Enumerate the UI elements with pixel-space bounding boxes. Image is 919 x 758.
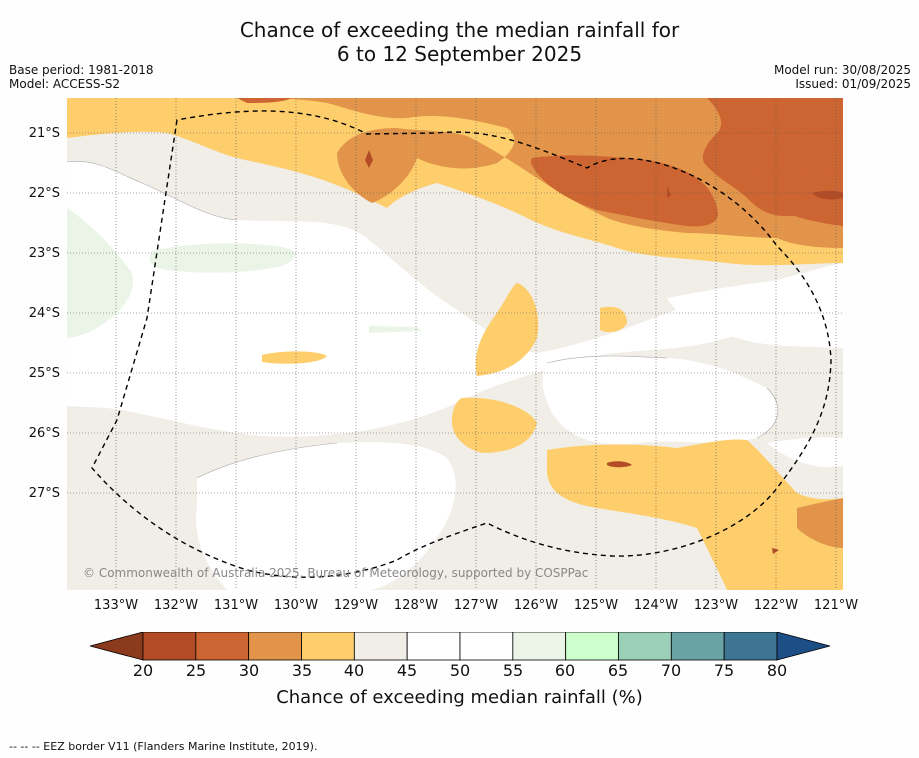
lat-label-26s: 26°S: [28, 426, 60, 441]
region-20-25-spot-4: [772, 548, 779, 554]
cb-tick-70: 70: [660, 661, 682, 680]
region-25-30-north: [427, 98, 843, 216]
cb-tick-75: 75: [713, 661, 735, 680]
lat-label-25s: 25°S: [28, 366, 60, 381]
colorbar-cell: [512, 632, 567, 661]
colorbar-cell: [195, 632, 250, 661]
region-30-35-se: [797, 498, 843, 548]
colorbar-cell: [618, 632, 672, 661]
colorbar-cell: [248, 632, 302, 661]
colorbar: [90, 632, 830, 661]
lon-label-132w: 132°W: [153, 598, 199, 613]
region-20-25-spot-3: [607, 461, 632, 468]
lon-label-129w: 129°W: [333, 598, 379, 613]
rainfall-map: © Commonwealth of Australia 2025, Bureau…: [67, 98, 843, 590]
region-25-30-east: [755, 168, 843, 226]
colorbar-cell: [670, 632, 725, 661]
lat-label-27s: 27°S: [28, 486, 60, 501]
contour-lines: [67, 161, 779, 479]
chart-title: Chance of exceeding the median rainfall …: [0, 18, 919, 66]
cb-tick-45: 45: [396, 661, 418, 680]
model-run: Model run: 30/08/2025: [773, 63, 911, 77]
meta-left: Base period: 1981-2018 Model: ACCESS-S2: [9, 63, 154, 91]
eez-border: [91, 110, 832, 578]
graticule: [67, 98, 843, 590]
lon-label-128w: 128°W: [393, 598, 439, 613]
eez-footer-note: -- -- -- EEZ border V11 (Flanders Marine…: [9, 740, 318, 753]
region-35-40-blob-2: [475, 283, 539, 376]
lon-label-124w: 124°W: [633, 598, 679, 613]
lon-label-123w: 123°W: [693, 598, 739, 613]
region-25-30-central: [530, 155, 718, 227]
region-20-25-spot-2: [365, 150, 373, 168]
colorbar-extend-high: [776, 632, 830, 661]
base-period: Base period: 1981-2018: [9, 63, 154, 77]
cb-tick-20: 20: [132, 661, 154, 680]
lat-label-21s: 21°S: [28, 126, 60, 141]
title-line-2: 6 to 12 September 2025: [336, 42, 583, 66]
title-line-1: Chance of exceeding the median rainfall …: [239, 18, 680, 42]
lat-label-23s: 23°S: [28, 246, 60, 261]
issued-date: Issued: 01/09/2025: [795, 77, 911, 91]
lon-label-130w: 130°W: [273, 598, 319, 613]
region-55-60-band: [149, 243, 296, 273]
region-35-40-blob-1: [262, 351, 327, 364]
lon-label-122w: 122°W: [753, 598, 799, 613]
region-45-55-se: [767, 437, 843, 468]
cb-tick-25: 25: [185, 661, 207, 680]
colorbar-cell: [301, 632, 355, 661]
lon-label-131w: 131°W: [213, 598, 259, 613]
colorbar-label: Chance of exceeding median rainfall (%): [276, 687, 643, 708]
region-55-60-spot: [369, 326, 422, 333]
colorbar-cell: [459, 632, 514, 661]
region-20-25-spot-1: [667, 186, 671, 198]
lon-label-125w: 125°W: [573, 598, 619, 613]
lon-label-121w: 121°W: [813, 598, 859, 613]
region-45-55-far-east: [667, 276, 843, 348]
colorbar-cell: [353, 632, 408, 661]
cb-tick-55: 55: [502, 661, 524, 680]
cb-tick-60: 60: [554, 661, 576, 680]
region-45-55-south: [196, 441, 456, 590]
region-35-40-blob-4: [600, 306, 627, 333]
copyright-notice: © Commonwealth of Australia 2025, Bureau…: [83, 566, 588, 580]
cb-tick-40: 40: [343, 661, 365, 680]
lon-label-126w: 126°W: [513, 598, 559, 613]
cb-tick-80: 80: [766, 661, 788, 680]
colorbar-cell: [723, 632, 778, 661]
region-35-40-blob-3: [451, 397, 537, 453]
cb-tick-35: 35: [291, 661, 313, 680]
meta-right: Model run: 30/08/2025 Issued: 01/09/2025: [774, 63, 911, 91]
model-name: Model: ACCESS-S2: [9, 77, 121, 91]
lon-label-133w: 133°W: [93, 598, 139, 613]
colorbar-cell: [406, 632, 461, 661]
region-35-40-southeast: [547, 439, 843, 590]
cb-tick-65: 65: [607, 661, 629, 680]
lat-label-24s: 24°S: [28, 306, 60, 321]
region-45-55-east: [542, 355, 778, 445]
cb-tick-50: 50: [449, 661, 471, 680]
colorbar-cells: [142, 632, 778, 661]
region-55-60-west: [67, 208, 133, 338]
region-45-55-north: [67, 161, 843, 437]
region-25-30-top-left: [237, 98, 292, 103]
colorbar-extend-low: [90, 632, 144, 661]
cb-tick-30: 30: [238, 661, 260, 680]
colorbar-cell: [565, 632, 619, 661]
lon-label-127w: 127°W: [453, 598, 499, 613]
lat-label-22s: 22°S: [28, 186, 60, 201]
colorbar-cell: [142, 632, 197, 661]
